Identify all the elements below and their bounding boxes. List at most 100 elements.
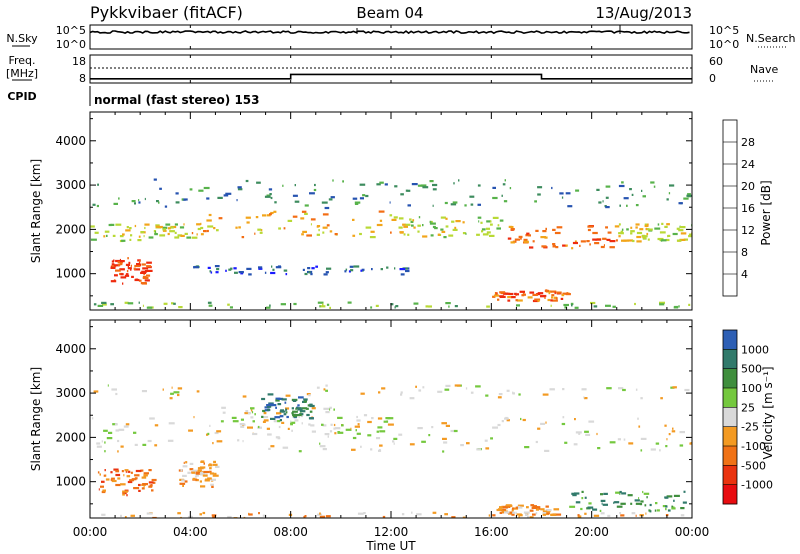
- nsky-label: N.Sky: [6, 32, 38, 45]
- scatter-cell: [500, 508, 507, 512]
- scatter-cell: [619, 512, 622, 515]
- scatter-cell: [502, 292, 509, 295]
- scatter-cell: [437, 390, 443, 393]
- scatter-cell: [134, 224, 137, 228]
- scatter-cell: [127, 302, 134, 305]
- scatter-cell: [294, 184, 296, 187]
- scatter-cell: [411, 183, 418, 186]
- scatter-cell: [173, 391, 180, 394]
- scatter-cell: [583, 396, 585, 399]
- scatter-cell: [356, 432, 361, 435]
- scatter-cell: [521, 294, 525, 297]
- scatter-cell: [532, 240, 535, 243]
- scatter-cell: [422, 186, 429, 189]
- scatter-cell: [114, 423, 118, 426]
- scatter-cell: [354, 201, 361, 204]
- scatter-cell: [192, 469, 198, 472]
- scatter-cell: [292, 215, 298, 218]
- scatter-cell: [462, 516, 466, 518]
- scatter-cell: [326, 303, 330, 306]
- scatter-cell: [130, 514, 135, 517]
- scatter-cell: [413, 226, 416, 229]
- scatter-cell: [254, 232, 256, 235]
- scatter-cell: [329, 306, 331, 309]
- scatter-cell: [311, 267, 315, 270]
- scatter-cell: [671, 430, 676, 433]
- scatter-cell: [319, 445, 326, 448]
- scatter-cell: [142, 443, 147, 446]
- scatter-cell: [571, 492, 576, 495]
- scatter-cell: [545, 289, 548, 292]
- scatter-cell: [245, 410, 249, 413]
- scatter-cell: [117, 477, 121, 480]
- scatter-cell: [595, 238, 602, 241]
- scatter-cell: [119, 263, 123, 266]
- scatter-cell: [411, 511, 413, 514]
- scatter-cell: [209, 270, 212, 273]
- scatter-cell: [203, 470, 210, 474]
- scatter-cell: [276, 412, 282, 415]
- scatter-cell: [492, 216, 499, 219]
- scatter-cell: [130, 234, 133, 237]
- scatter-cell: [120, 483, 126, 486]
- scatter-cell: [324, 433, 330, 436]
- scatter-cell: [573, 443, 578, 446]
- scatter-cell: [304, 212, 308, 215]
- scatter-cell: [180, 516, 182, 518]
- scatter-cell: [101, 490, 106, 494]
- scatter-cell: [501, 194, 503, 197]
- scatter-cell: [492, 295, 496, 298]
- scatter-cell: [260, 229, 263, 232]
- scatter-cell: [553, 508, 560, 511]
- scatter-cell: [292, 410, 298, 413]
- scatter-cell: [575, 501, 581, 504]
- scatter-cell: [441, 422, 447, 425]
- scatter-cell: [270, 196, 273, 200]
- scatter-cell: [122, 490, 128, 493]
- scatter-cell: [532, 293, 538, 296]
- scatter-cell: [221, 406, 226, 409]
- scatter-cell: [210, 478, 216, 481]
- scatter-cell: [120, 260, 125, 263]
- colorbar-swatch: [723, 349, 737, 369]
- colorbar-tick-label: 20: [741, 180, 755, 193]
- scatter-cell: [409, 397, 415, 400]
- scatter-cell: [379, 181, 384, 184]
- scatter-cell: [642, 237, 647, 240]
- scatter-cell: [167, 439, 174, 442]
- scatter-cell: [319, 515, 326, 518]
- scatter-cell: [667, 509, 671, 512]
- scatter-cell: [676, 227, 680, 230]
- scatter-cell: [395, 305, 399, 308]
- scatter-cell: [614, 501, 620, 504]
- scatter-cell: [450, 429, 456, 433]
- scatter-cell: [549, 388, 555, 391]
- scatter-cell: [555, 297, 558, 300]
- scatter-cell: [115, 429, 120, 432]
- scatter-cell: [130, 264, 132, 267]
- scatter-cell: [148, 469, 152, 472]
- scatter-cell: [660, 239, 663, 242]
- scatter-cell: [352, 234, 356, 237]
- scatter-cell: [415, 385, 417, 388]
- scatter-cell: [125, 229, 131, 232]
- scatter-cell: [554, 231, 561, 235]
- time-tick-label: 12:00: [374, 525, 409, 539]
- scatter-cell: [333, 408, 335, 411]
- nsearch-tick-bottom: 10^0: [709, 38, 739, 51]
- time-tick-label: 00:00: [73, 525, 108, 539]
- scatter-cell: [148, 485, 153, 488]
- velocity-y-axis-label: Slant Range [km]: [29, 367, 43, 471]
- scatter-cell: [384, 183, 388, 186]
- scatter-cell: [292, 415, 298, 418]
- scatter-cell: [310, 223, 312, 226]
- scatter-cell: [389, 201, 391, 204]
- nsky-series-line: [89, 30, 690, 35]
- scatter-cell: [655, 502, 658, 505]
- scatter-cell: [566, 292, 569, 295]
- scatter-cell: [445, 384, 451, 387]
- scatter-cell: [177, 234, 183, 237]
- scatter-cell: [561, 294, 565, 297]
- scatter-cell: [499, 506, 505, 509]
- scatter-cell: [580, 240, 586, 243]
